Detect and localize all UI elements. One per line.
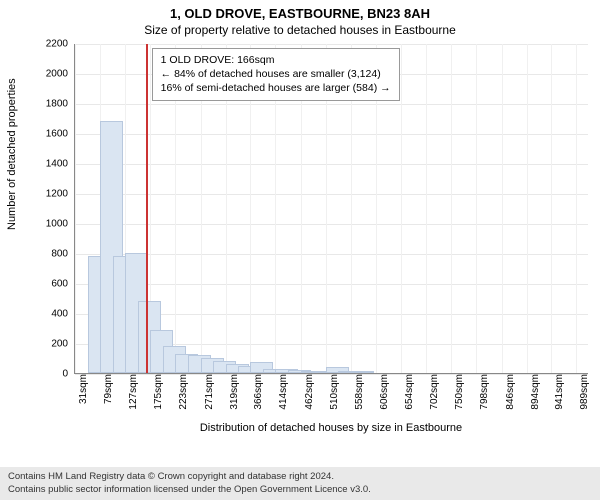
annotation-line-1: 1 OLD DROVE: 166sqm	[161, 53, 391, 67]
footer-line-1: Contains HM Land Registry data © Crown c…	[8, 471, 592, 483]
histogram-chart: 1 OLD DROVE: 166sqm← 84% of detached hou…	[40, 44, 588, 430]
y-tick-label: 1000	[38, 219, 68, 230]
y-tick-label: 1200	[38, 189, 68, 200]
x-tick-label: 702sqm	[429, 374, 440, 418]
x-tick-label: 510sqm	[329, 374, 340, 418]
y-tick-label: 2200	[38, 39, 68, 50]
gridline-horizontal	[75, 254, 588, 255]
x-tick-label: 127sqm	[128, 374, 139, 418]
gridline-horizontal	[75, 194, 588, 195]
gridline-vertical	[451, 44, 452, 373]
x-tick-label: 846sqm	[505, 374, 516, 418]
gridline-vertical	[551, 44, 552, 373]
x-tick-label: 750sqm	[454, 374, 465, 418]
gridline-vertical	[476, 44, 477, 373]
x-tick-label: 462sqm	[304, 374, 315, 418]
histogram-bar	[351, 371, 374, 373]
page-title: 1, OLD DROVE, EASTBOURNE, BN23 8AH	[0, 0, 600, 21]
annotation-box: 1 OLD DROVE: 166sqm← 84% of detached hou…	[152, 48, 400, 101]
gridline-horizontal	[75, 284, 588, 285]
x-tick-label: 941sqm	[554, 374, 565, 418]
gridline-vertical	[75, 44, 76, 373]
gridline-horizontal	[75, 104, 588, 105]
footer-attribution: Contains HM Land Registry data © Crown c…	[0, 467, 600, 500]
page-subtitle: Size of property relative to detached ho…	[0, 21, 600, 41]
x-tick-label: 175sqm	[153, 374, 164, 418]
x-tick-label: 31sqm	[78, 374, 89, 418]
x-tick-label: 414sqm	[278, 374, 289, 418]
footer-line-2: Contains public sector information licen…	[8, 484, 592, 496]
gridline-horizontal	[75, 224, 588, 225]
x-tick-label: 366sqm	[253, 374, 264, 418]
gridline-vertical	[426, 44, 427, 373]
y-tick-label: 1800	[38, 99, 68, 110]
x-tick-label: 558sqm	[354, 374, 365, 418]
x-tick-label: 271sqm	[204, 374, 215, 418]
gridline-horizontal	[75, 134, 588, 135]
y-tick-label: 800	[38, 249, 68, 260]
y-tick-label: 600	[38, 279, 68, 290]
x-tick-label: 989sqm	[579, 374, 590, 418]
annotation-line-3: 16% of semi-detached houses are larger (…	[161, 81, 391, 95]
x-axis-label: Distribution of detached houses by size …	[74, 422, 588, 434]
annotation-line-2: ← 84% of detached houses are smaller (3,…	[161, 67, 391, 81]
x-tick-label: 894sqm	[530, 374, 541, 418]
gridline-horizontal	[75, 44, 588, 45]
x-tick-label: 606sqm	[379, 374, 390, 418]
y-axis-label: Number of detached properties	[6, 78, 18, 230]
y-tick-label: 0	[38, 369, 68, 380]
gridline-vertical	[502, 44, 503, 373]
y-tick-label: 400	[38, 309, 68, 320]
y-tick-label: 1600	[38, 129, 68, 140]
x-tick-label: 223sqm	[178, 374, 189, 418]
x-tick-label: 654sqm	[404, 374, 415, 418]
y-tick-label: 1400	[38, 159, 68, 170]
property-marker-line	[146, 44, 148, 373]
y-tick-label: 2000	[38, 69, 68, 80]
plot-area: 1 OLD DROVE: 166sqm← 84% of detached hou…	[74, 44, 588, 374]
x-tick-label: 319sqm	[229, 374, 240, 418]
gridline-vertical	[576, 44, 577, 373]
gridline-horizontal	[75, 164, 588, 165]
y-tick-label: 200	[38, 339, 68, 350]
gridline-vertical	[527, 44, 528, 373]
gridline-vertical	[401, 44, 402, 373]
x-tick-label: 79sqm	[103, 374, 114, 418]
x-tick-label: 798sqm	[479, 374, 490, 418]
